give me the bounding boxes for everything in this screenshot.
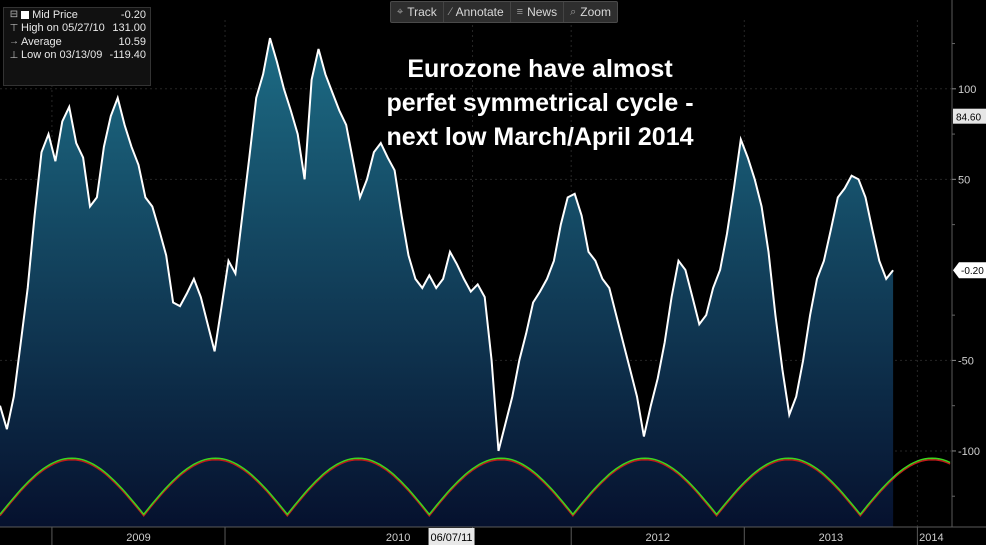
- cycle-curve-red: [0, 458, 951, 517]
- cycle-curve-green: [0, 457, 951, 516]
- news-icon: ≡: [516, 6, 524, 18]
- legend-item-mid-price[interactable]: ⊟ Mid Price -0.20: [4, 8, 150, 22]
- mid-price-swatch-icon: [21, 10, 29, 19]
- zoom-button[interactable]: ⌕ Zoom: [564, 2, 617, 22]
- last-price-box: [953, 262, 986, 279]
- price-markers: 84.60 -0.20: [953, 108, 986, 279]
- legend-item-average[interactable]: → Average 10.59: [4, 35, 150, 49]
- legend-value: 10.59: [118, 35, 146, 48]
- x-tick-label: 2014: [919, 532, 943, 544]
- x-tick-label: 2009: [126, 532, 150, 544]
- legend-value: -119.40: [109, 49, 147, 62]
- annotate-button[interactable]: ∕ Annotate: [444, 2, 511, 22]
- y-tick-label: -50: [958, 355, 974, 367]
- y-tick-label: -100: [958, 446, 980, 458]
- price-area: [0, 38, 894, 527]
- crosshair-icon: ⌖: [397, 5, 404, 18]
- average-marker-icon: →: [9, 36, 19, 48]
- y-tick-label: 50: [958, 174, 970, 186]
- news-button[interactable]: ≡ News: [511, 2, 565, 22]
- track-label: Track: [407, 5, 437, 19]
- chart-toolbar: ⌖ Track ∕ Annotate ≡ News ⌕ Zoom: [390, 1, 618, 23]
- legend-item-low[interactable]: ⊥ Low on 03/13/09 -119.40: [4, 49, 150, 63]
- legend-label: High on 05/27/10: [21, 22, 105, 35]
- legend-label: Mid Price: [32, 8, 78, 21]
- x-tick-label: 2013: [819, 532, 843, 544]
- high-marker-icon: ⊤: [9, 22, 19, 34]
- annotation-line: perfet symmetrical cycle -: [386, 89, 694, 117]
- collapse-icon[interactable]: ⊟: [9, 9, 19, 21]
- legend-value: -0.20: [120, 8, 146, 21]
- annotation-line: Eurozone have almost: [407, 55, 673, 83]
- track-button[interactable]: ⌖ Track: [391, 2, 444, 22]
- legend-label: Average: [21, 35, 62, 48]
- annotation-line: next low March/April 2014: [386, 123, 694, 151]
- chart-annotation[interactable]: Eurozone have almost perfet symmetrical …: [380, 52, 700, 154]
- price-line[interactable]: [0, 37, 894, 452]
- legend-label: Low on 03/13/09: [21, 49, 103, 62]
- x-highlight-box: [428, 528, 475, 545]
- x-tick-label: 2012: [646, 532, 670, 544]
- legend-value: 131.00: [112, 22, 146, 35]
- y-tick-label: 100: [958, 84, 976, 96]
- cycle-curves: [0, 457, 951, 517]
- news-label: News: [527, 5, 558, 19]
- annotate-label: Annotate: [455, 5, 504, 19]
- magnifier-icon: ⌕: [570, 5, 577, 18]
- x-tick-label: 2010: [386, 532, 410, 544]
- low-marker-icon: ⊥: [9, 49, 19, 61]
- legend-box: ⊟ Mid Price -0.20 ⊤ High on 05/27/10 131…: [3, 7, 151, 86]
- reference-label: 84.60: [956, 113, 981, 124]
- legend-item-high[interactable]: ⊤ High on 05/27/10 131.00: [4, 22, 150, 36]
- x-tick-label: 06/07/11: [431, 532, 473, 544]
- zoom-label: Zoom: [580, 5, 611, 19]
- reference-label-box: [953, 108, 986, 124]
- last-price-label: -0.20: [961, 266, 984, 277]
- pencil-icon: ∕: [449, 6, 452, 18]
